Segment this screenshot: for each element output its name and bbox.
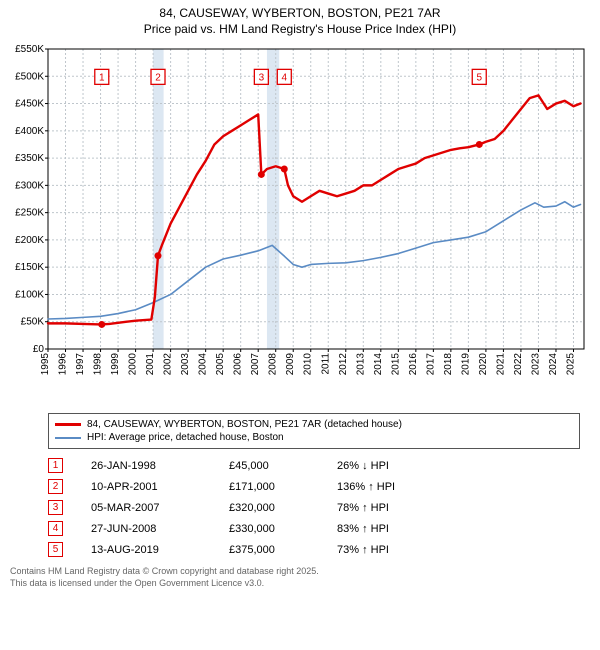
sale-badge: 2	[48, 479, 63, 494]
svg-text:2005: 2005	[215, 353, 226, 376]
svg-text:2025: 2025	[565, 353, 576, 376]
legend-label: 84, CAUSEWAY, WYBERTON, BOSTON, PE21 7AR…	[87, 419, 402, 430]
chart-area: £0£50K£100K£150K£200K£250K£300K£350K£400…	[0, 39, 600, 409]
svg-text:2019: 2019	[460, 353, 471, 376]
svg-text:2011: 2011	[320, 353, 331, 375]
svg-text:1: 1	[99, 73, 105, 84]
svg-text:2006: 2006	[233, 353, 244, 376]
sale-pct: 73% ↑ HPI	[337, 544, 427, 556]
sale-price: £375,000	[229, 544, 309, 556]
sale-date: 13-AUG-2019	[91, 544, 201, 556]
svg-text:2014: 2014	[373, 353, 384, 376]
legend: 84, CAUSEWAY, WYBERTON, BOSTON, PE21 7AR…	[48, 413, 580, 449]
sale-price: £45,000	[229, 460, 309, 472]
sale-row: 4 27-JUN-2008 £330,000 83% ↑ HPI	[48, 518, 580, 539]
sale-pct: 78% ↑ HPI	[337, 502, 427, 514]
sale-badge: 3	[48, 500, 63, 515]
svg-text:2022: 2022	[513, 353, 524, 376]
footer-line-2: This data is licensed under the Open Gov…	[10, 578, 580, 590]
sale-date: 26-JAN-1998	[91, 460, 201, 472]
svg-text:2016: 2016	[408, 353, 419, 376]
svg-text:1998: 1998	[93, 353, 104, 376]
svg-text:2007: 2007	[250, 353, 261, 376]
svg-text:£350K: £350K	[15, 153, 44, 164]
chart-title: 84, CAUSEWAY, WYBERTON, BOSTON, PE21 7AR…	[0, 0, 600, 39]
svg-text:2018: 2018	[443, 353, 454, 376]
svg-text:1996: 1996	[58, 353, 69, 376]
sales-table: 1 26-JAN-1998 £45,000 26% ↓ HPI 2 10-APR-2001…	[48, 455, 580, 560]
svg-text:3: 3	[259, 73, 265, 84]
sale-row: 1 26-JAN-1998 £45,000 26% ↓ HPI	[48, 455, 580, 476]
legend-swatch	[55, 423, 81, 426]
svg-text:£150K: £150K	[15, 262, 44, 273]
sale-row: 3 05-MAR-2007 £320,000 78% ↑ HPI	[48, 497, 580, 518]
svg-text:£250K: £250K	[15, 208, 44, 219]
sale-date: 10-APR-2001	[91, 481, 201, 493]
sale-row: 5 13-AUG-2019 £375,000 73% ↑ HPI	[48, 539, 580, 560]
sale-row: 2 10-APR-2001 £171,000 136% ↑ HPI	[48, 476, 580, 497]
svg-text:2008: 2008	[268, 353, 279, 376]
footer: Contains HM Land Registry data © Crown c…	[10, 566, 580, 589]
sale-badge: 1	[48, 458, 63, 473]
sale-pct: 26% ↓ HPI	[337, 460, 427, 472]
svg-text:1995: 1995	[40, 353, 51, 376]
svg-text:1999: 1999	[110, 353, 121, 376]
sale-badge: 5	[48, 542, 63, 557]
svg-text:2002: 2002	[163, 353, 174, 376]
svg-text:2023: 2023	[530, 353, 541, 376]
svg-text:£550K: £550K	[15, 44, 44, 55]
svg-text:£300K: £300K	[15, 181, 44, 192]
legend-swatch	[55, 437, 81, 439]
svg-text:2010: 2010	[303, 353, 314, 376]
svg-text:2000: 2000	[128, 353, 139, 376]
sale-price: £171,000	[229, 481, 309, 493]
legend-label: HPI: Average price, detached house, Bost…	[87, 432, 284, 443]
svg-text:1997: 1997	[75, 353, 86, 376]
svg-text:2: 2	[155, 73, 161, 84]
svg-text:£100K: £100K	[15, 290, 44, 301]
sale-date: 27-JUN-2008	[91, 523, 201, 535]
svg-text:2024: 2024	[548, 353, 559, 376]
footer-line-1: Contains HM Land Registry data © Crown c…	[10, 566, 580, 578]
svg-text:£50K: £50K	[21, 317, 45, 328]
legend-item: 84, CAUSEWAY, WYBERTON, BOSTON, PE21 7AR…	[55, 418, 573, 431]
svg-text:5: 5	[476, 73, 482, 84]
svg-text:2003: 2003	[180, 353, 191, 376]
svg-text:2012: 2012	[338, 353, 349, 376]
legend-item: HPI: Average price, detached house, Bost…	[55, 431, 573, 444]
chart-svg: £0£50K£100K£150K£200K£250K£300K£350K£400…	[0, 39, 600, 409]
svg-text:4: 4	[282, 73, 288, 84]
svg-text:2004: 2004	[198, 353, 209, 376]
svg-text:2015: 2015	[390, 353, 401, 376]
sale-date: 05-MAR-2007	[91, 502, 201, 514]
svg-text:2009: 2009	[285, 353, 296, 376]
svg-text:2020: 2020	[478, 353, 489, 376]
svg-text:£400K: £400K	[15, 126, 44, 137]
svg-text:2001: 2001	[145, 353, 156, 376]
sale-price: £330,000	[229, 523, 309, 535]
svg-text:2013: 2013	[355, 353, 366, 376]
svg-text:£450K: £450K	[15, 99, 44, 110]
sale-pct: 83% ↑ HPI	[337, 523, 427, 535]
sale-badge: 4	[48, 521, 63, 536]
svg-text:2017: 2017	[425, 353, 436, 376]
svg-text:£200K: £200K	[15, 235, 44, 246]
svg-text:2021: 2021	[495, 353, 506, 376]
sale-pct: 136% ↑ HPI	[337, 481, 427, 493]
svg-text:£500K: £500K	[15, 71, 44, 82]
title-line-1: 84, CAUSEWAY, WYBERTON, BOSTON, PE21 7AR	[0, 6, 600, 22]
title-line-2: Price paid vs. HM Land Registry's House …	[0, 22, 600, 38]
sale-price: £320,000	[229, 502, 309, 514]
